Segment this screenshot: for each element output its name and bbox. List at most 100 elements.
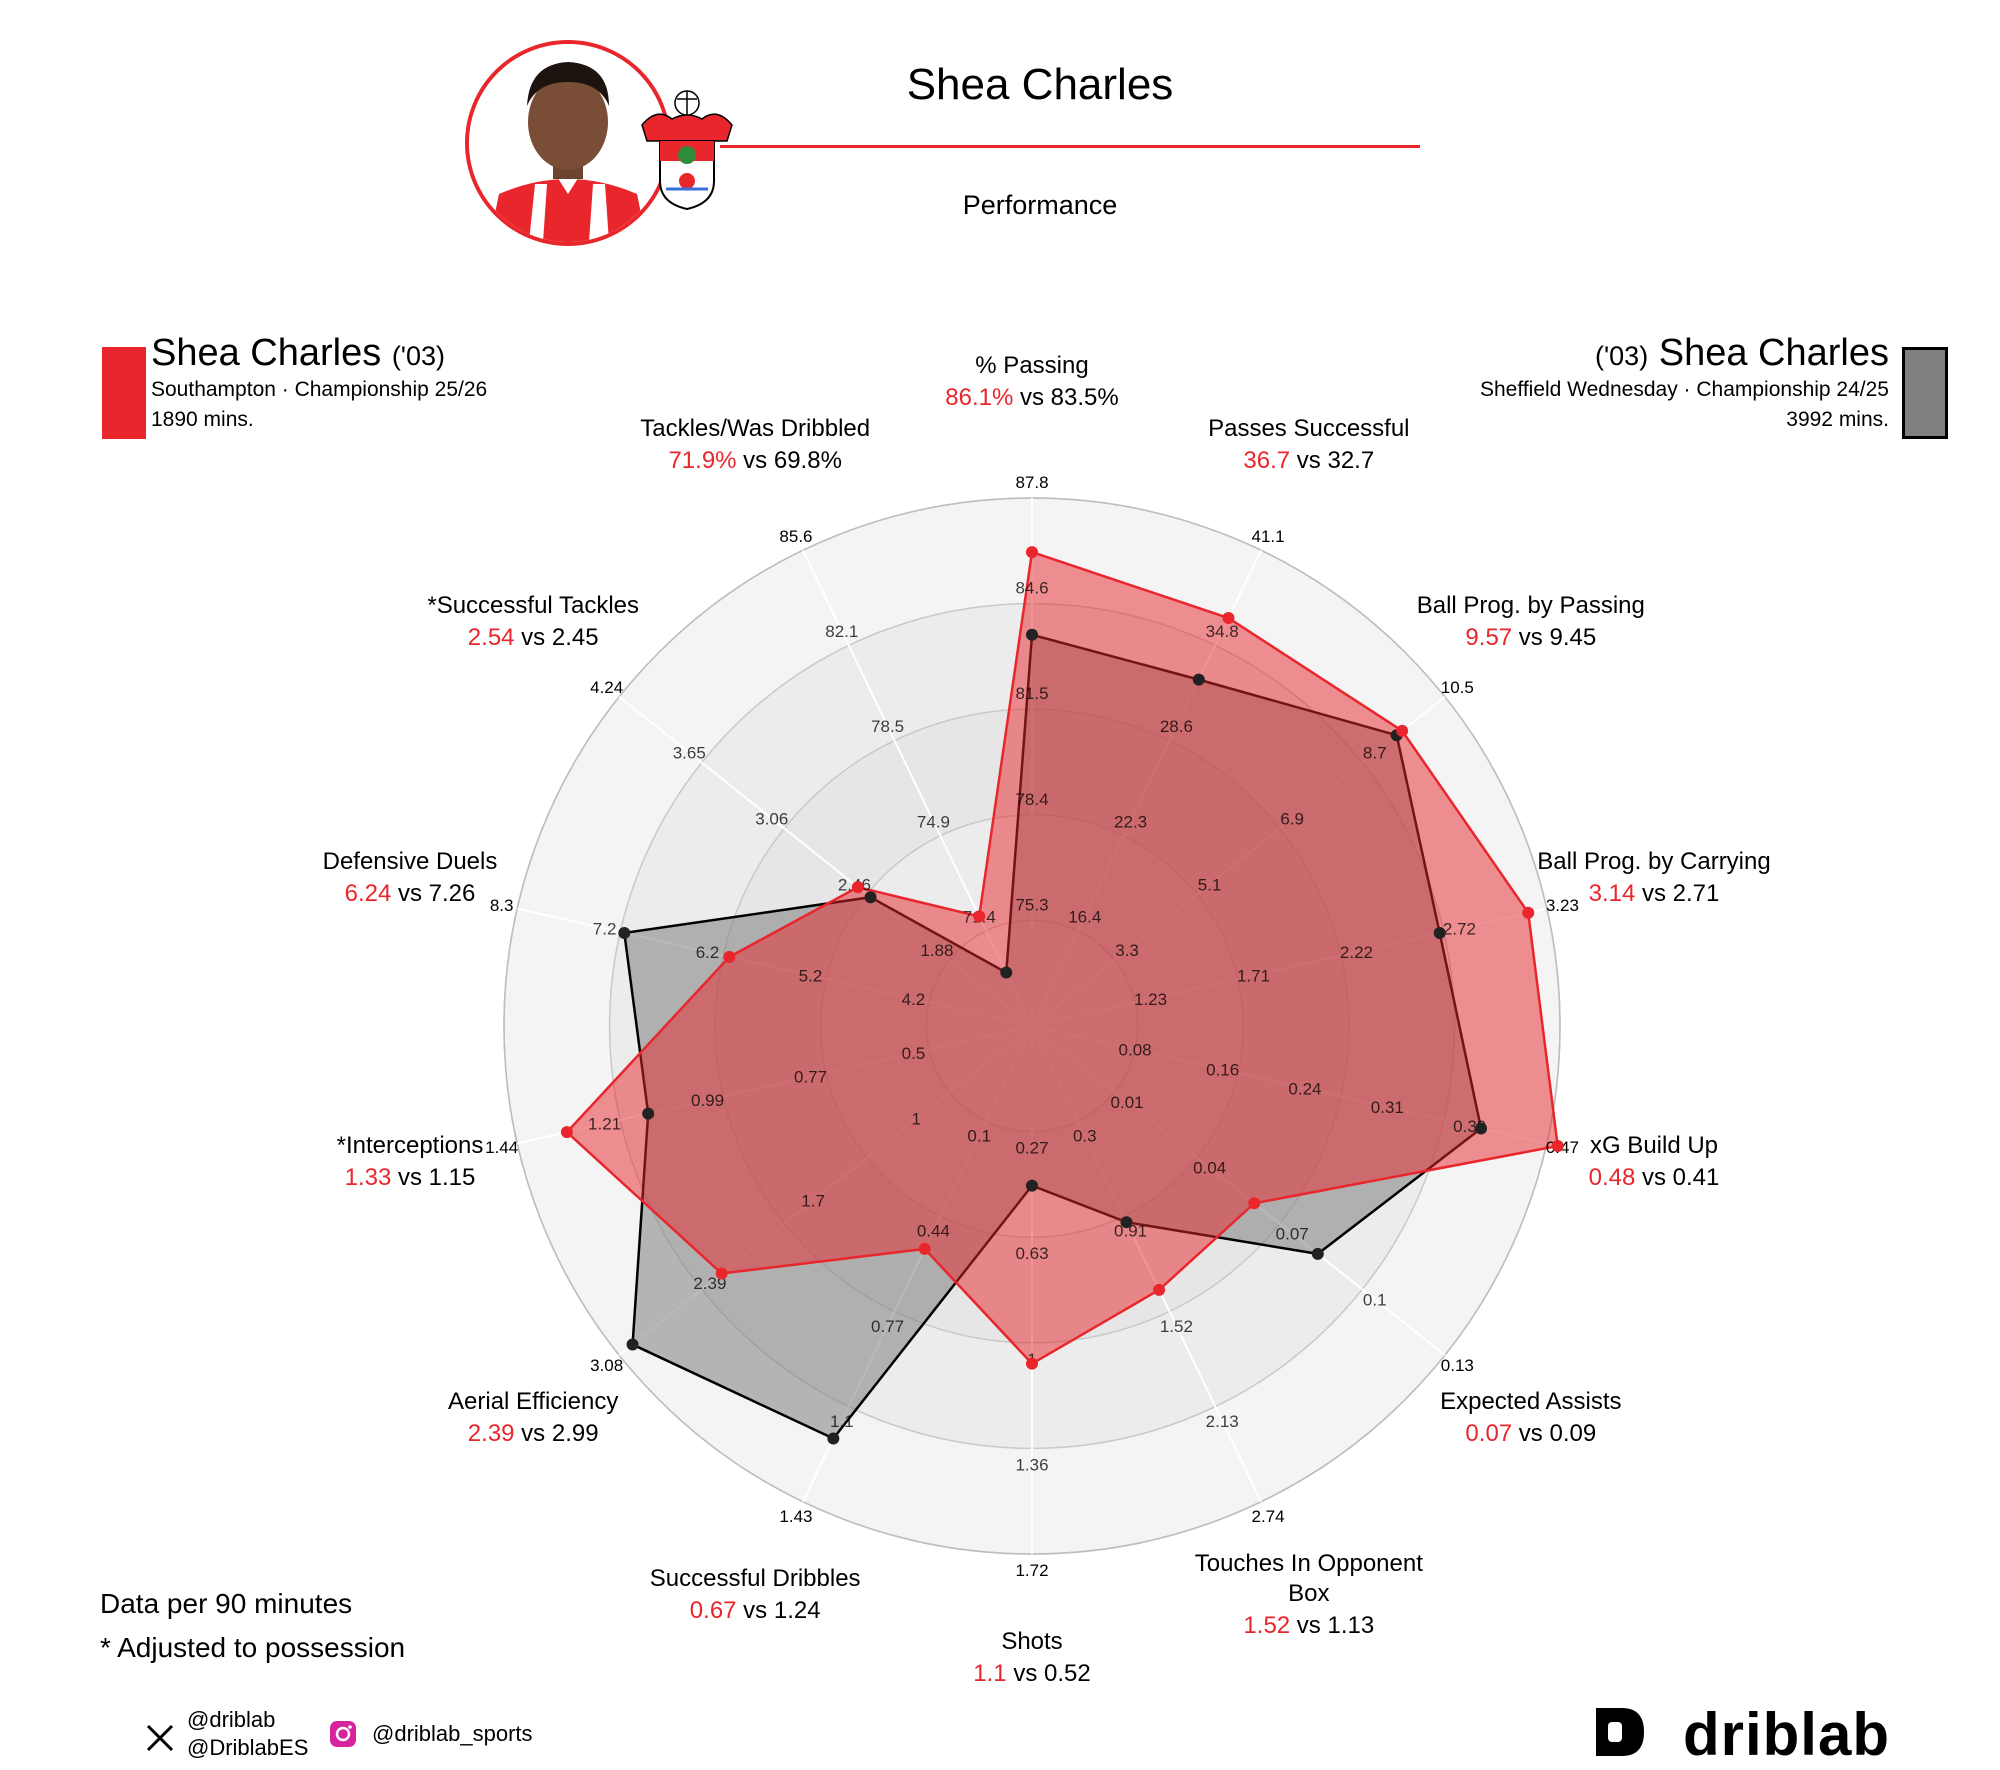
data-point-sheffield xyxy=(1192,673,1205,686)
metric-value-sheffield: vs 0.52 xyxy=(1007,1660,1091,1687)
data-point-southampton xyxy=(1248,1197,1261,1210)
metric-label: xG Build Up xyxy=(1590,1132,1718,1159)
data-point-southampton xyxy=(1222,612,1235,625)
metric-values: 9.57 vs 9.45 xyxy=(1465,624,1596,651)
tick-label: 10.5 xyxy=(1441,678,1474,697)
data-point-southampton xyxy=(918,1242,931,1255)
tick-label: 0.31 xyxy=(1371,1098,1404,1117)
club-crest xyxy=(641,90,733,211)
tick-label: 0.1 xyxy=(967,1127,991,1146)
data-point-sheffield xyxy=(618,926,631,939)
data-point-southampton xyxy=(1026,1357,1038,1370)
tick-label: 3.08 xyxy=(590,1356,623,1375)
footnote-per90: Data per 90 minutes xyxy=(100,1588,353,1619)
legend-swatch-left xyxy=(102,347,146,439)
metric-value-sheffield: vs 1.13 xyxy=(1290,1612,1374,1639)
data-point-sheffield xyxy=(827,1432,840,1445)
metric-value-southampton: 3.14 xyxy=(1589,880,1636,907)
x-icon xyxy=(145,1723,175,1758)
metric-value-sheffield: vs 0.41 xyxy=(1635,1164,1719,1191)
metric-values: 71.9% vs 69.8% xyxy=(668,447,841,474)
metric-value-southampton: 71.9% xyxy=(668,447,736,474)
tick-label: 7.2 xyxy=(593,919,617,938)
metric-label: Aerial Efficiency xyxy=(448,1388,618,1415)
right-player-name: Shea Charles xyxy=(1658,332,1889,374)
metric-values: 0.67 vs 1.24 xyxy=(690,1597,821,1624)
right-minutes: 3992 mins. xyxy=(1786,408,1889,431)
metric-value-southampton: 2.54 xyxy=(468,624,515,651)
tick-label: 5.1 xyxy=(1198,875,1222,894)
tick-label: 0.99 xyxy=(691,1091,724,1110)
data-point-sheffield xyxy=(642,1107,655,1120)
data-point-southampton xyxy=(973,910,986,923)
metric-label: Ball Prog. by Passing xyxy=(1417,592,1645,619)
tick-label: 1.43 xyxy=(779,1507,812,1526)
metric-label: Successful Dribbles xyxy=(650,1565,861,1592)
tick-label: 8.3 xyxy=(490,896,514,915)
metric-values: 0.07 vs 0.09 xyxy=(1465,1420,1596,1447)
tick-label: 6.9 xyxy=(1280,810,1304,829)
tick-label: 3.06 xyxy=(755,810,788,829)
metric-value-sheffield: vs 0.09 xyxy=(1512,1420,1596,1447)
metric-value-southampton: 36.7 xyxy=(1243,447,1290,474)
tick-label: 1.71 xyxy=(1237,966,1270,985)
tick-label: 4.24 xyxy=(590,678,623,697)
data-point-southampton xyxy=(1153,1283,1166,1296)
tick-label: 1.1 xyxy=(830,1412,854,1431)
tick-label: 0.13 xyxy=(1441,1356,1474,1375)
tick-label: 16.4 xyxy=(1068,907,1101,926)
twitter-handle-2[interactable]: @DriblabES xyxy=(187,1735,309,1760)
footnote-possession: * Adjusted to possession xyxy=(100,1632,406,1663)
driblab-logo-text: driblab xyxy=(1682,1701,1890,1768)
page-subtitle: Performance xyxy=(962,190,1118,220)
data-point-southampton xyxy=(1551,1139,1564,1152)
tick-label: 75.3 xyxy=(1015,895,1048,914)
metric-label: *Successful Tackles xyxy=(427,592,639,619)
metric-values: 3.14 vs 2.71 xyxy=(1589,880,1720,907)
data-point-sheffield xyxy=(864,891,877,904)
data-point-sheffield xyxy=(1120,1216,1133,1229)
tick-label: 0.77 xyxy=(794,1068,827,1087)
left-player-year: ('03) xyxy=(391,341,445,371)
metric-value-sheffield: vs 2.99 xyxy=(515,1420,599,1447)
tick-label: 22.3 xyxy=(1114,812,1147,831)
twitter-handle-1[interactable]: @driblab xyxy=(187,1707,276,1732)
tick-label: 41.1 xyxy=(1251,527,1284,546)
legend-right: ('03) Shea Charles Sheffield Wednesday ·… xyxy=(1480,332,1889,435)
metric-value-sheffield: vs 69.8% xyxy=(737,447,842,474)
tick-label: 0.07 xyxy=(1276,1224,1309,1243)
data-point-southampton xyxy=(1026,546,1038,559)
tick-label: 2.72 xyxy=(1443,919,1476,938)
data-point-sheffield xyxy=(626,1338,639,1351)
tick-label: 1.23 xyxy=(1134,990,1167,1009)
metric-value-sheffield: vs 32.7 xyxy=(1290,447,1374,474)
data-point-sheffield xyxy=(1026,628,1038,641)
metric-value-southampton: 1.1 xyxy=(973,1660,1006,1687)
metric-label: % Passing xyxy=(975,352,1088,379)
metric-values: 0.48 vs 0.41 xyxy=(1589,1164,1720,1191)
tick-label: 0.24 xyxy=(1288,1079,1321,1098)
tick-label: 2.39 xyxy=(693,1274,726,1293)
tick-label: 0.5 xyxy=(902,1044,926,1063)
metric-value-sheffield: vs 2.71 xyxy=(1635,880,1719,907)
metric-value-southampton: 1.52 xyxy=(1243,1612,1290,1639)
tick-label: 1 xyxy=(912,1109,921,1128)
metric-label: Ball Prog. by Carrying xyxy=(1537,848,1770,875)
tick-label: 81.5 xyxy=(1015,684,1048,703)
data-point-sheffield xyxy=(1433,926,1446,939)
tick-label: 0.1 xyxy=(1363,1290,1387,1309)
tick-label: 78.5 xyxy=(871,717,904,736)
tick-label: 1.36 xyxy=(1015,1455,1048,1474)
tick-label: 1.88 xyxy=(920,941,953,960)
tick-label: 0.3 xyxy=(1073,1127,1097,1146)
data-point-sheffield xyxy=(1475,1122,1488,1135)
metric-value-southampton: 9.57 xyxy=(1465,624,1512,651)
player-photo xyxy=(465,40,671,246)
data-point-southampton xyxy=(560,1126,573,1139)
tick-label: 5.2 xyxy=(799,966,823,985)
tick-label: 0.08 xyxy=(1119,1041,1152,1060)
instagram-handle[interactable]: @driblab_sports xyxy=(372,1721,533,1746)
tick-label: 0.44 xyxy=(917,1222,950,1241)
metric-value-southampton: 2.39 xyxy=(468,1420,515,1447)
